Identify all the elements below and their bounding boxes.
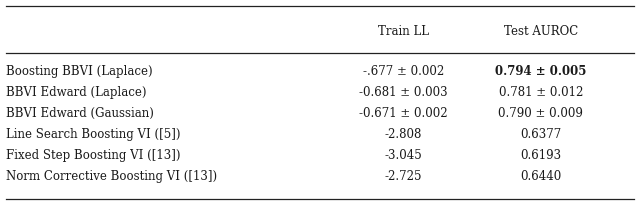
Text: 0.6440: 0.6440 [520,170,561,183]
Text: Fixed Step Boosting VI ([13]): Fixed Step Boosting VI ([13]) [6,149,181,162]
Text: 0.6193: 0.6193 [520,149,561,162]
Text: 0.781 ± 0.012: 0.781 ± 0.012 [499,86,583,99]
Text: 0.6377: 0.6377 [520,128,561,141]
Text: Norm Corrective Boosting VI ([13]): Norm Corrective Boosting VI ([13]) [6,170,218,183]
Text: Boosting BBVI (Laplace): Boosting BBVI (Laplace) [6,65,153,78]
Text: -0.671 ± 0.002: -0.671 ± 0.002 [359,107,447,120]
Text: 0.794 ± 0.005: 0.794 ± 0.005 [495,65,586,78]
Text: -2.808: -2.808 [385,128,422,141]
Text: Test AUROC: Test AUROC [504,25,578,38]
Text: -3.045: -3.045 [385,149,422,162]
Text: Line Search Boosting VI ([5]): Line Search Boosting VI ([5]) [6,128,181,141]
Text: -2.725: -2.725 [385,170,422,183]
Text: -.677 ± 0.002: -.677 ± 0.002 [363,65,444,78]
Text: BBVI Edward (Gaussian): BBVI Edward (Gaussian) [6,107,154,120]
Text: BBVI Edward (Laplace): BBVI Edward (Laplace) [6,86,147,99]
Text: -0.681 ± 0.003: -0.681 ± 0.003 [359,86,447,99]
Text: Train LL: Train LL [378,25,429,38]
Text: 0.790 ± 0.009: 0.790 ± 0.009 [499,107,583,120]
